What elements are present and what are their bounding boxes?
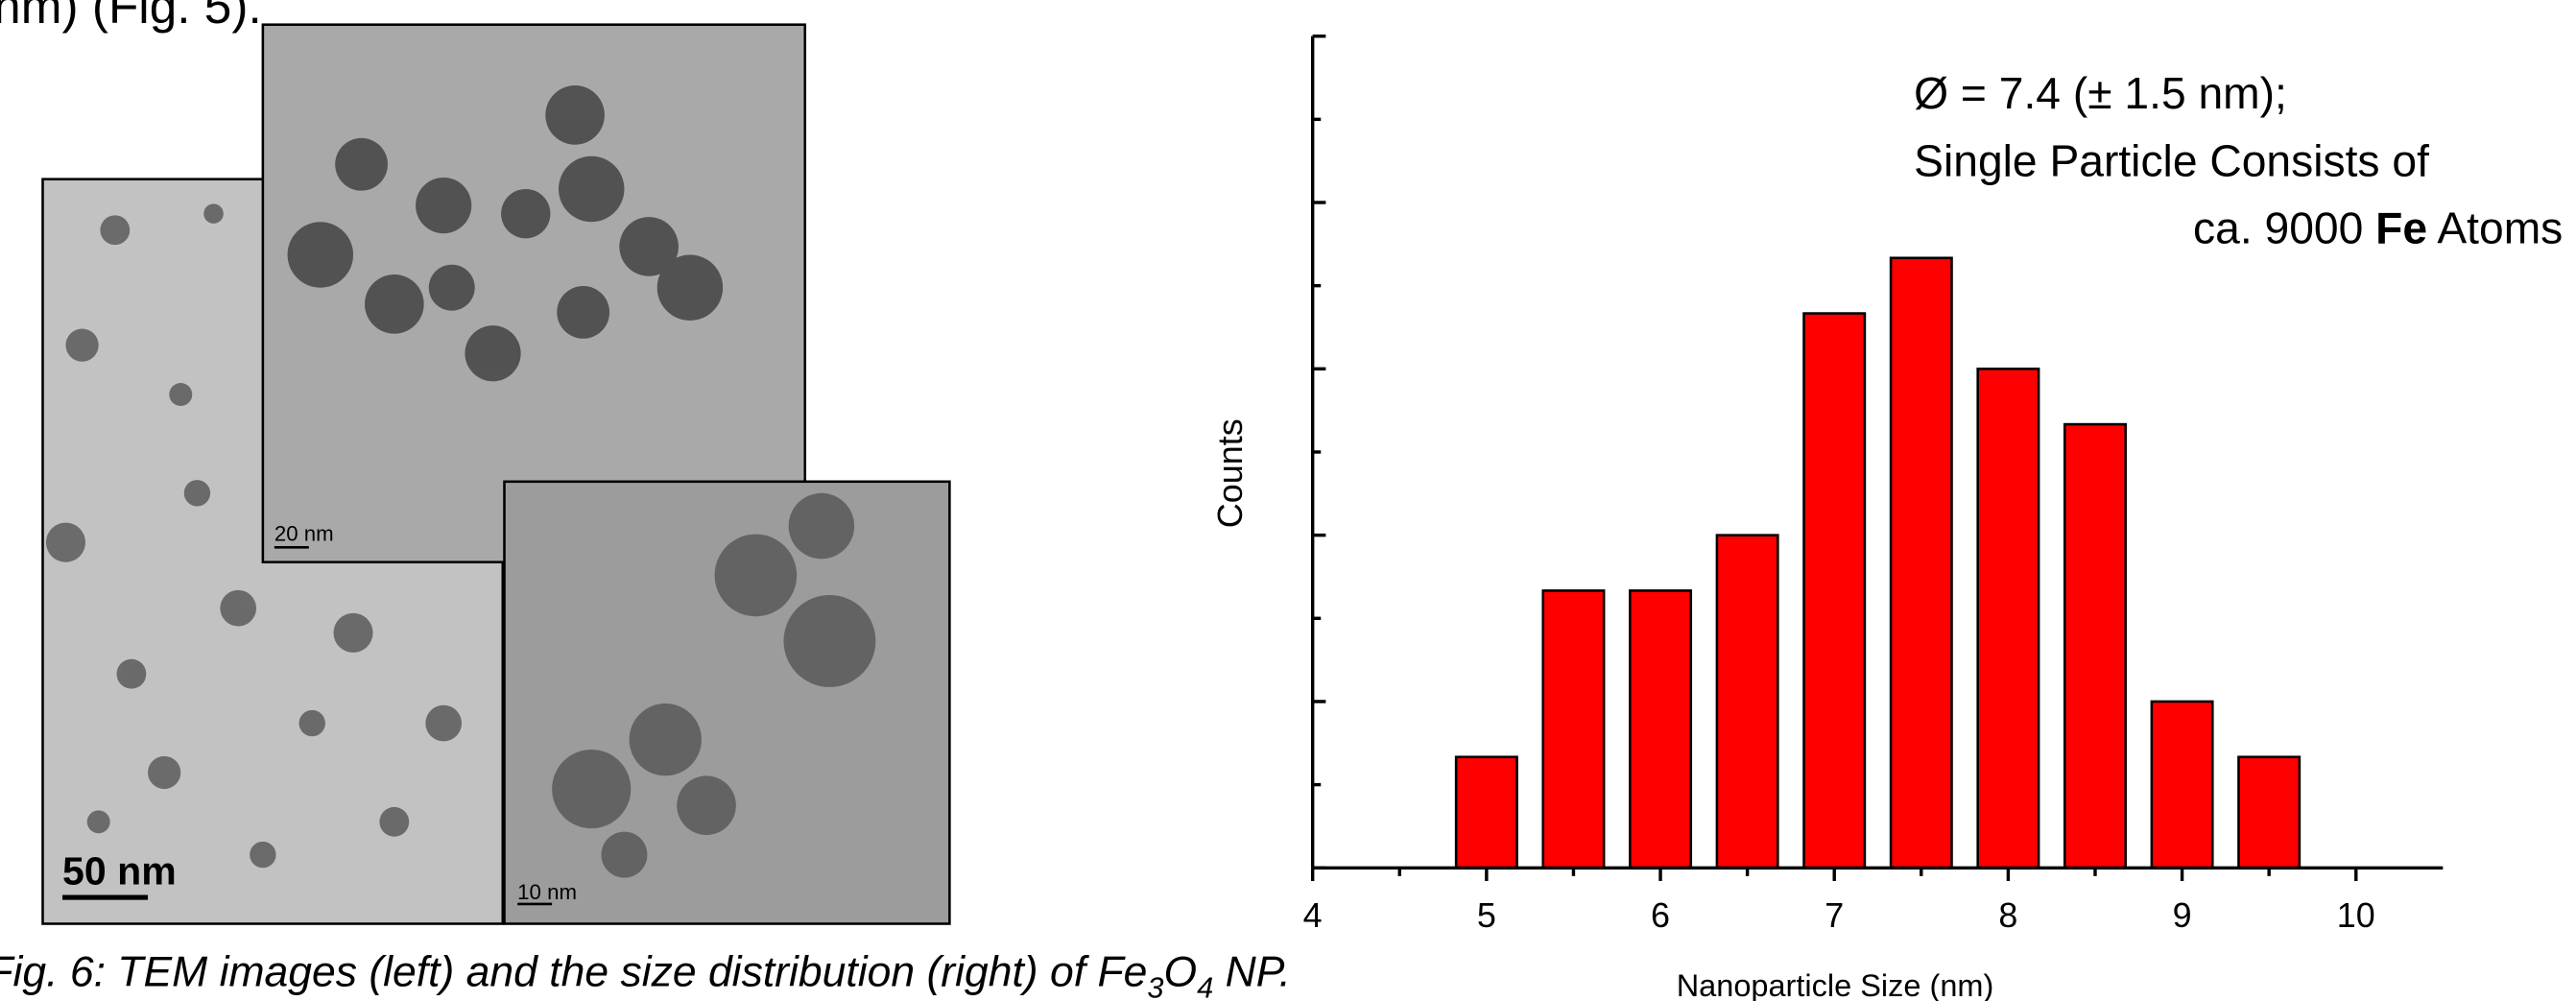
- caption-subscript: 4: [1197, 971, 1213, 1001]
- caption-part: NP.: [1213, 949, 1291, 996]
- annotation: ca. 9000 Fe Atoms: [2193, 203, 2563, 252]
- x-tick-label: 9: [2173, 895, 2192, 935]
- bar: [1454, 755, 1518, 870]
- x-tick-label: 5: [1477, 895, 1496, 935]
- scale-bar-label: 20 nm: [274, 521, 334, 545]
- bar: [1541, 589, 1606, 870]
- particle-cluster: [552, 492, 876, 878]
- tem-images: 50 nm 20 nm 10 nm: [41, 23, 951, 925]
- annotation: Ø = 7.4 (± 1.5 nm);: [1914, 68, 2287, 118]
- bar: [2150, 700, 2214, 870]
- x-axis-label: Nanoparticle Size (nm): [1677, 968, 1994, 1001]
- bar: [2237, 755, 2302, 870]
- y-axis-label: Counts: [1210, 418, 1250, 528]
- bar: [2063, 422, 2127, 870]
- x-tick-label: 10: [2337, 895, 2375, 935]
- x-tick-label: 8: [1998, 895, 2017, 935]
- annotation-part: Atoms: [2427, 203, 2563, 252]
- annotation-part: ca. 9000: [2193, 203, 2375, 252]
- bar: [1889, 256, 1953, 870]
- chart-area: 4 5 6 7 8 9 10: [1303, 34, 2444, 935]
- scale-bar-label: 10 nm: [517, 880, 577, 904]
- caption-part: Fig. 6: TEM images (left) and the size d…: [0, 949, 1147, 996]
- x-tick-label: 6: [1651, 895, 1670, 935]
- header-text: nm) (Fig. 5).: [0, 0, 262, 34]
- particle-cluster: [287, 85, 724, 382]
- caption-part: O: [1163, 949, 1197, 996]
- x-tick-label: 7: [1825, 895, 1844, 935]
- x-tick-label: 4: [1303, 895, 1323, 935]
- figure-caption: Fig. 6: TEM images (left) and the size d…: [0, 949, 1291, 1001]
- annotation: Single Particle Consists of: [1914, 135, 2429, 185]
- annotation-part: Fe: [2375, 203, 2427, 252]
- bar: [1802, 312, 1867, 870]
- scale-bar-label: 50 nm: [62, 848, 177, 893]
- bar: [1629, 589, 1693, 870]
- particles: [45, 203, 462, 869]
- bar: [1715, 534, 1779, 870]
- bar: [1976, 368, 2040, 870]
- caption-subscript: 3: [1147, 971, 1163, 1001]
